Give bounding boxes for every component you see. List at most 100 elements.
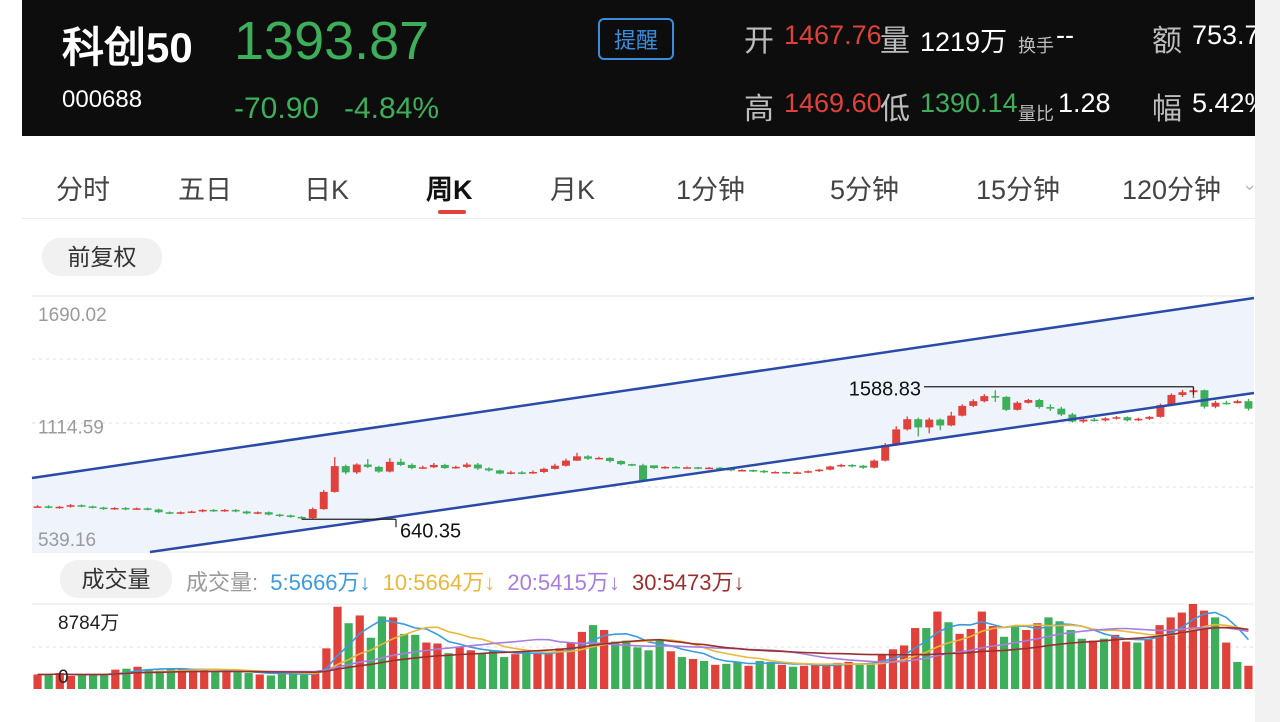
candle-body	[429, 464, 438, 468]
candle-body	[341, 466, 350, 473]
volume-label: 量	[880, 25, 910, 58]
candle-body	[264, 512, 273, 515]
volume-bar	[1244, 665, 1253, 689]
tab-1min[interactable]: 1分钟	[676, 175, 746, 205]
candle-body	[143, 508, 152, 510]
scrollbar[interactable]	[1255, 0, 1280, 722]
candle-body	[308, 509, 317, 519]
candle-body	[561, 460, 570, 466]
volume-bar	[277, 672, 287, 689]
candle-body	[672, 466, 680, 469]
amount-label: 额	[1152, 25, 1182, 58]
volume-bar	[488, 650, 498, 689]
candle-body	[1112, 417, 1121, 419]
volume-bar	[833, 662, 842, 689]
candle-body	[859, 465, 868, 468]
channel-lower-line	[149, 391, 1255, 554]
chevron-down-icon[interactable]: ⌄	[1242, 174, 1258, 194]
candle-body	[132, 508, 141, 510]
volume-bar	[455, 646, 464, 689]
candle-body	[639, 465, 647, 482]
adjust-button[interactable]: 前复权	[42, 238, 162, 276]
volume-bar	[711, 664, 720, 689]
candles	[33, 386, 1253, 520]
volume-bar	[644, 650, 653, 689]
candle-body	[220, 509, 229, 512]
candle-body	[1145, 416, 1154, 419]
candle-body	[154, 509, 163, 513]
candle-body	[727, 468, 736, 471]
volume-bar	[911, 628, 920, 689]
candle-body	[870, 460, 879, 468]
volume-bar	[1111, 634, 1120, 689]
tab-15min[interactable]: 15分钟	[976, 175, 1061, 205]
candle-body	[572, 456, 581, 461]
candle-body	[1123, 417, 1132, 421]
candle-body	[991, 396, 1000, 398]
candle-body	[88, 506, 97, 508]
candle-body	[903, 419, 912, 430]
candle-body	[473, 464, 482, 469]
candle-body	[209, 509, 218, 512]
turnover-label: 换手	[1018, 36, 1054, 56]
volume-bar	[144, 669, 153, 689]
volume-bar	[544, 653, 553, 689]
tab-daily-k[interactable]: 日K	[304, 175, 350, 205]
period-tabs: 分时 五日 日K 周K 月K 1分钟 5分钟 15分钟 120分钟 ⌄	[22, 150, 1258, 219]
volume-bar	[899, 645, 909, 689]
volume-bar	[77, 674, 87, 689]
volume-bar	[233, 672, 242, 689]
volume-bar	[855, 664, 864, 689]
candle-body	[661, 466, 669, 469]
volume-bar	[377, 616, 387, 689]
candle-body	[77, 505, 86, 507]
volume-bar	[1177, 612, 1186, 689]
candle-body	[539, 468, 548, 472]
candle-body	[782, 471, 791, 474]
volume-bar	[755, 660, 764, 689]
candle-body	[1178, 392, 1187, 395]
volume-bar	[155, 670, 164, 689]
candle-body	[1244, 401, 1253, 409]
tab-intraday[interactable]: 分时	[56, 175, 110, 205]
volume-bar	[1199, 610, 1209, 689]
volume-bar	[211, 671, 220, 689]
candle-body	[793, 472, 802, 474]
candle-body	[1211, 402, 1220, 407]
candle-body	[253, 512, 262, 514]
candle-body	[815, 469, 824, 472]
candle-body	[914, 419, 923, 428]
candle-body	[275, 514, 284, 517]
candle-body	[650, 465, 658, 469]
tab-monthly-k[interactable]: 月K	[550, 175, 596, 205]
candle-body	[1167, 394, 1176, 406]
alert-button[interactable]: 提醒	[598, 18, 674, 60]
candle-body	[595, 457, 603, 460]
volume-bar	[477, 653, 487, 689]
volume-bar	[88, 674, 98, 689]
volume-bar	[500, 657, 509, 689]
tab-120min[interactable]: 120分钟	[1122, 175, 1222, 205]
volume-indicator-button[interactable]: 成交量	[60, 560, 172, 598]
volume-bar	[444, 653, 453, 689]
volume-bar	[688, 659, 698, 689]
volume-bar	[655, 639, 664, 689]
volume-bar	[100, 674, 109, 689]
tab-weekly-k[interactable]: 周K	[426, 175, 473, 205]
candle-body	[242, 511, 251, 514]
volume-bar	[1011, 627, 1020, 689]
candle-body	[628, 464, 636, 466]
volume-bar	[400, 633, 409, 689]
candle-body	[947, 415, 956, 426]
candle-body	[1156, 405, 1165, 417]
tab-5min[interactable]: 5分钟	[830, 175, 900, 205]
tab-five-day[interactable]: 五日	[178, 175, 232, 205]
volume-bar	[411, 634, 420, 689]
volume-bar	[166, 668, 175, 689]
candle-body	[925, 419, 934, 428]
candle-body	[506, 472, 515, 474]
volume-value: 1219万	[920, 27, 1008, 57]
volume-bar	[44, 674, 53, 689]
candle-body	[495, 470, 504, 474]
